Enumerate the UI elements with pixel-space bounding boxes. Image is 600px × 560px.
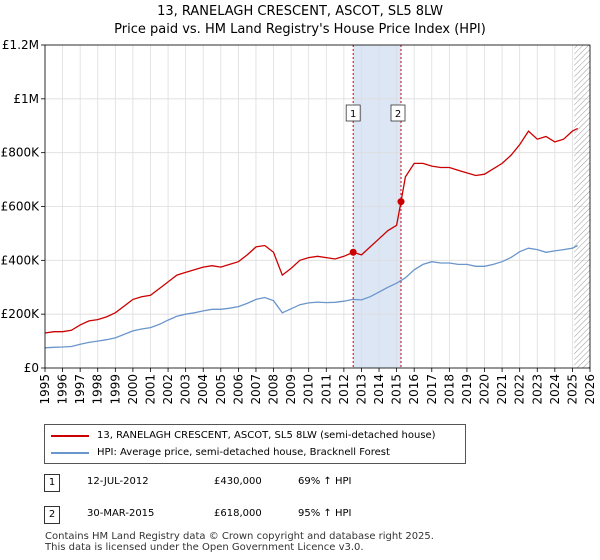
x-tick-label: 2014 [372,374,386,405]
y-tick-label: £400K [1,253,41,267]
transaction-date: 12-JUL-2012 [87,476,149,487]
x-tick-label: 2006 [231,374,245,405]
marker-label: 2 [395,109,401,120]
x-tick-label: 2007 [249,374,263,405]
legend-swatch-property [51,435,89,437]
transaction-number: 1 [44,474,60,492]
x-tick-label: 2011 [319,374,333,405]
x-tick-label: 2025 [565,374,579,405]
x-tick-label: 2015 [390,374,404,405]
transaction-hpi: 69% ↑ HPI [298,476,352,487]
chart-title: 13, RANELAGH CRESCENT, ASCOT, SL5 8LW [157,4,443,19]
x-tick-label: 2016 [407,374,421,405]
x-tick-label: 2024 [548,374,562,405]
x-tick-label: 2020 [478,374,492,405]
x-tick-label: 2001 [143,374,157,405]
legend-label-property: 13, RANELAGH CRESCENT, ASCOT, SL5 8LW (s… [97,430,436,441]
x-tick-label: 2018 [442,374,456,405]
y-axis-ticks: £0 £200K £400K £600K £800K £1M £1.2M [1,38,45,375]
x-tick-label: 2026 [583,374,597,405]
hpi-series-line [44,244,578,349]
transaction-date: 30-MAR-2015 [87,508,155,519]
marker-label: 1 [350,109,356,120]
legend: 13, RANELAGH CRESCENT, ASCOT, SL5 8LW (s… [44,424,466,464]
x-tick-label: 2002 [161,374,175,405]
marker-box [390,104,406,122]
x-tick-label: 2000 [126,374,140,405]
y-tick-label: £0 [24,361,39,375]
x-tick-label: 2021 [495,374,509,405]
legend-label-hpi: HPI: Average price, semi-detached house,… [97,447,390,458]
x-tick-label: 1995 [38,374,52,405]
x-tick-label: 1999 [108,374,122,405]
x-tick-label: 2022 [513,374,527,405]
x-tick-label: 1996 [56,374,70,405]
footer-line-1: Contains HM Land Registry data © Crown c… [45,531,434,542]
forecast-hatch [574,45,590,368]
x-tick-label: 2004 [196,374,210,405]
x-tick-label: 1997 [73,374,87,405]
y-tick-label: £600K [1,200,41,214]
x-tick-label: 2003 [179,374,193,405]
sale-point [397,198,405,206]
x-tick-label: 2008 [267,374,281,405]
transaction-hpi: 95% ↑ HPI [298,508,352,519]
y-tick-label: £800K [1,146,41,160]
x-tick-label: 2023 [530,374,544,405]
property-series-line [44,127,578,334]
x-tick-label: 2005 [214,374,228,405]
transaction-price: £618,000 [214,508,262,519]
x-tick-label: 2019 [460,374,474,405]
x-tick-label: 2009 [284,374,298,405]
legend-swatch-hpi [51,452,89,454]
grid [44,44,591,369]
marker-lines [352,45,402,368]
x-tick-label: 2010 [302,374,316,405]
transaction-number: 2 [44,506,60,524]
x-tick-label: 2013 [354,374,368,405]
x-tick-label: 2012 [337,374,351,405]
y-tick-label: £1.2M [2,38,39,52]
x-tick-label: 2017 [425,374,439,405]
transaction-price: £430,000 [214,476,262,487]
chart-subtitle: Price paid vs. HM Land Registry's House … [114,22,486,37]
sale-point [349,248,357,256]
y-tick-label: £1M [13,92,39,106]
marker-box [345,104,361,122]
footer-line-2: This data is licensed under the Open Gov… [45,542,364,553]
y-tick-label: £200K [1,307,41,321]
x-tick-label: 1998 [91,374,105,405]
x-axis-ticks: 1995 1996 1997 1998 1999 2000 2001 2002 2003 2004… [38,368,597,405]
